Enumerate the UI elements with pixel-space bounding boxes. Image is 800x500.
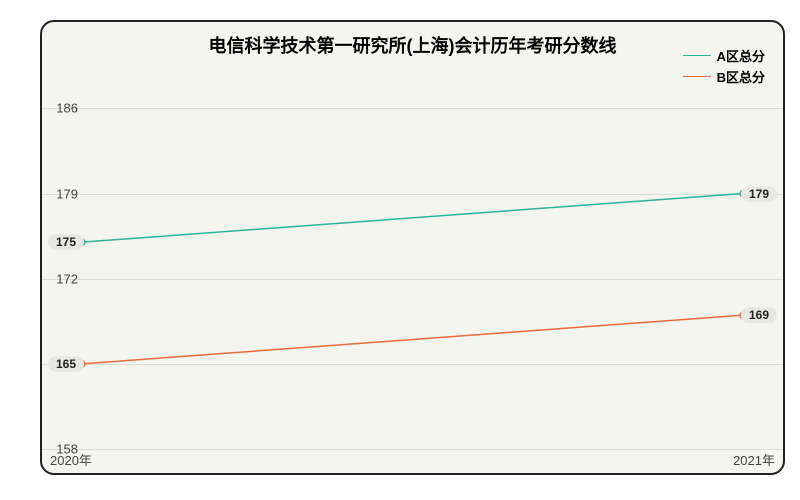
data-label-b-1: 169 [741,307,777,323]
data-label-b-0: 165 [48,356,84,372]
plot-area: 电信科学技术第一研究所(上海)会计历年考研分数线 A区总分 B区总分 15816… [40,20,785,475]
data-label-a-1: 179 [741,186,777,202]
data-label-a-0: 175 [48,234,84,250]
line-layer [42,22,783,473]
chart-container: 电信科学技术第一研究所(上海)会计历年考研分数线 A区总分 B区总分 15816… [0,0,800,500]
